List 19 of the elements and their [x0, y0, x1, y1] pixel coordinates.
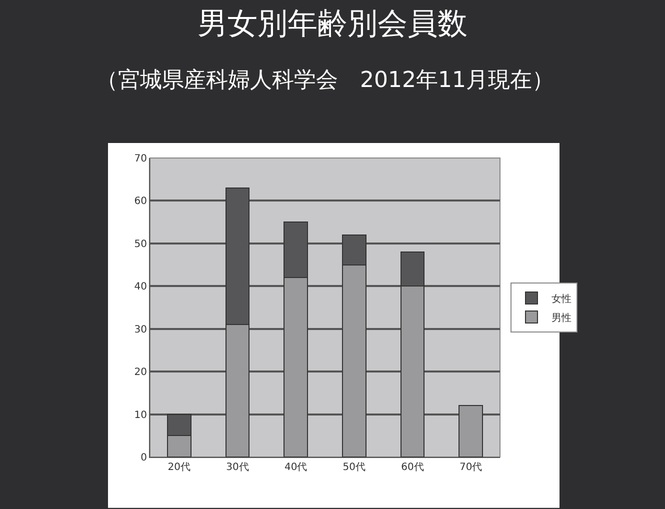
y-tick-label: 60: [134, 196, 147, 208]
y-tick-label: 0: [140, 452, 147, 464]
bar: [458, 405, 483, 457]
chart-title: 男女別年齢別会員数: [198, 6, 468, 42]
y-tick-label: 50: [134, 238, 147, 250]
x-tick-label: 70代: [459, 462, 482, 473]
x-tick-label: 50代: [342, 462, 366, 473]
x-tick-label: 60代: [401, 462, 424, 473]
y-tick-label: 40: [134, 282, 147, 293]
y-tick-label: 30: [134, 324, 147, 336]
y-tick-label: 10: [134, 410, 147, 421]
legend-label: 女性: [552, 292, 572, 305]
x-tick-label: 20代: [168, 462, 191, 473]
y-tick-label: 70: [134, 154, 147, 164]
x-tick-label: 30代: [226, 462, 249, 473]
y-tick-label: 20: [134, 367, 147, 378]
x-tick-label: 40代: [284, 462, 308, 473]
legend-label: 男性: [552, 312, 572, 324]
chart-subtitle: （宮城県産科婦人科学会 2012年11月現在）: [96, 68, 554, 93]
